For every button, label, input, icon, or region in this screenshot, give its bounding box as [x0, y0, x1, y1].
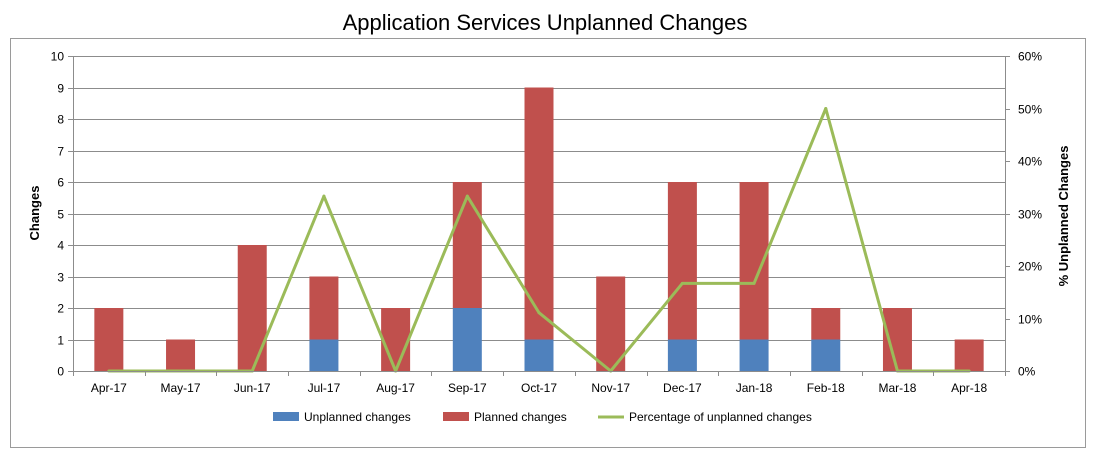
axes [68, 56, 1010, 376]
x-tick-label: Jan-18 [736, 381, 773, 395]
x-tick-label: Feb-18 [807, 381, 845, 395]
bar-planned [811, 308, 841, 340]
y2-tick-label: 30% [1018, 208, 1042, 222]
line-point [537, 311, 541, 315]
x-tick-label: Nov-17 [591, 381, 630, 395]
legend-label-percentage: Percentage of unplanned changes [629, 410, 812, 424]
y-axis-ticks: 0 1 2 3 4 5 6 7 8 9 10 [51, 50, 65, 379]
bar-unplanned [309, 339, 339, 371]
legend-label-planned: Planned changes [474, 410, 567, 424]
y-tick-label: 0 [57, 365, 64, 379]
bar-planned [237, 245, 267, 371]
x-tick-label: Oct-17 [521, 381, 557, 395]
x-tick-label: Sep-17 [448, 381, 487, 395]
y-tick-label: 7 [57, 145, 64, 159]
bar-unplanned [667, 339, 697, 371]
bar-planned [309, 276, 339, 340]
bar-planned [596, 276, 626, 371]
bar-unplanned [452, 308, 482, 371]
y-tick-label: 9 [57, 82, 64, 96]
bar-planned [667, 182, 697, 340]
x-tick-label: Apr-18 [951, 381, 987, 395]
y2-tick-label: 0% [1018, 365, 1036, 379]
y2-tick-label: 40% [1018, 155, 1042, 169]
line-point [680, 281, 684, 285]
line-point [465, 194, 469, 198]
y2-tick-label: 20% [1018, 260, 1042, 274]
y2-tick-label: 10% [1018, 313, 1042, 327]
bar-planned [452, 182, 482, 308]
x-tick-label: Jun-17 [234, 381, 271, 395]
line-point [752, 281, 756, 285]
y-axis-title: Changes [27, 186, 42, 241]
bar-unplanned [811, 339, 841, 371]
legend-swatch-planned [443, 412, 469, 421]
y2-tick-label: 60% [1018, 50, 1042, 64]
legend-label-unplanned: Unplanned changes [304, 410, 411, 424]
y-tick-label: 4 [57, 239, 64, 253]
x-tick-label: Dec-17 [663, 381, 702, 395]
bar-unplanned [739, 339, 769, 371]
y-tick-label: 8 [57, 113, 64, 127]
x-tick-label: Apr-17 [91, 381, 127, 395]
bar-planned [524, 87, 554, 340]
y2-axis-title: % Unplanned Changes [1056, 146, 1071, 287]
y-tick-label: 3 [57, 271, 64, 285]
chart-title: Application Services Unplanned Changes [343, 10, 748, 35]
x-tick-label: Aug-17 [376, 381, 415, 395]
x-axis-ticks: Apr-17 May-17 Jun-17 Jul-17 Aug-17 Sep-17 Oct-… [91, 381, 988, 395]
bar-unplanned [524, 339, 554, 371]
y-tick-label: 10 [51, 50, 65, 64]
y-tick-label: 1 [57, 334, 64, 348]
y2-tick-label: 50% [1018, 103, 1042, 117]
bar-planned [381, 308, 411, 371]
y2-axis-ticks: 0% 10% 20% 30% 40% 50% 60% [1018, 50, 1042, 379]
line-point [824, 107, 828, 110]
x-tick-label: Mar-18 [878, 381, 916, 395]
x-tick-label: May-17 [161, 381, 201, 395]
bar-planned [94, 308, 124, 371]
legend-swatch-unplanned [273, 412, 299, 421]
y-tick-label: 5 [57, 208, 64, 222]
legend: Unplanned changes Planned changes Percen… [273, 410, 812, 424]
bar-planned [166, 339, 196, 371]
y-tick-label: 2 [57, 302, 64, 316]
x-tick-label: Jul-17 [308, 381, 341, 395]
chart-area-border [10, 38, 1086, 448]
bar-planned [954, 339, 984, 371]
line-point [322, 194, 326, 198]
y-tick-label: 6 [57, 176, 64, 190]
